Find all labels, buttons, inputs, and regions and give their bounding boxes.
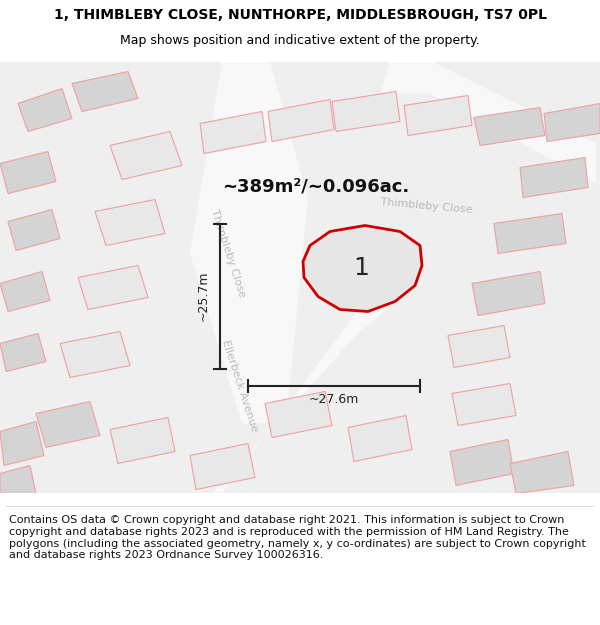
Polygon shape	[180, 294, 406, 494]
Polygon shape	[452, 384, 516, 426]
Polygon shape	[520, 158, 588, 198]
Polygon shape	[18, 89, 72, 131]
Polygon shape	[474, 107, 545, 146]
Text: Thimbleby Close: Thimbleby Close	[209, 208, 247, 299]
Polygon shape	[190, 61, 308, 424]
Polygon shape	[72, 71, 138, 111]
Polygon shape	[36, 401, 100, 448]
Polygon shape	[0, 466, 36, 494]
Polygon shape	[60, 331, 130, 378]
Polygon shape	[110, 131, 182, 179]
Text: Contains OS data © Crown copyright and database right 2021. This information is : Contains OS data © Crown copyright and d…	[9, 515, 586, 560]
Polygon shape	[0, 151, 56, 194]
Polygon shape	[0, 271, 50, 311]
Polygon shape	[494, 214, 566, 254]
Polygon shape	[510, 451, 574, 494]
Polygon shape	[265, 391, 332, 438]
Polygon shape	[303, 226, 422, 311]
Text: ~25.7m: ~25.7m	[197, 271, 210, 321]
Polygon shape	[544, 104, 600, 141]
Polygon shape	[268, 99, 334, 141]
Polygon shape	[190, 444, 255, 489]
Polygon shape	[404, 96, 472, 136]
Polygon shape	[0, 421, 44, 466]
Polygon shape	[0, 334, 46, 371]
Polygon shape	[348, 416, 412, 461]
Polygon shape	[450, 439, 514, 486]
Polygon shape	[110, 418, 175, 464]
Polygon shape	[332, 91, 400, 131]
Text: ~389m²/~0.096ac.: ~389m²/~0.096ac.	[222, 177, 409, 196]
Text: Thimbleby Close: Thimbleby Close	[380, 198, 472, 215]
Polygon shape	[200, 111, 266, 154]
Polygon shape	[78, 266, 148, 309]
Polygon shape	[448, 326, 510, 367]
Polygon shape	[380, 61, 596, 184]
Text: Map shows position and indicative extent of the property.: Map shows position and indicative extent…	[120, 34, 480, 47]
Text: ~27.6m: ~27.6m	[309, 393, 359, 406]
Text: 1: 1	[353, 256, 369, 281]
Polygon shape	[95, 199, 165, 246]
Text: 1, THIMBLEBY CLOSE, NUNTHORPE, MIDDLESBROUGH, TS7 0PL: 1, THIMBLEBY CLOSE, NUNTHORPE, MIDDLESBR…	[53, 8, 547, 21]
Polygon shape	[472, 271, 545, 316]
Text: Ellerbeck Avenue: Ellerbeck Avenue	[220, 338, 260, 433]
Polygon shape	[8, 209, 60, 251]
